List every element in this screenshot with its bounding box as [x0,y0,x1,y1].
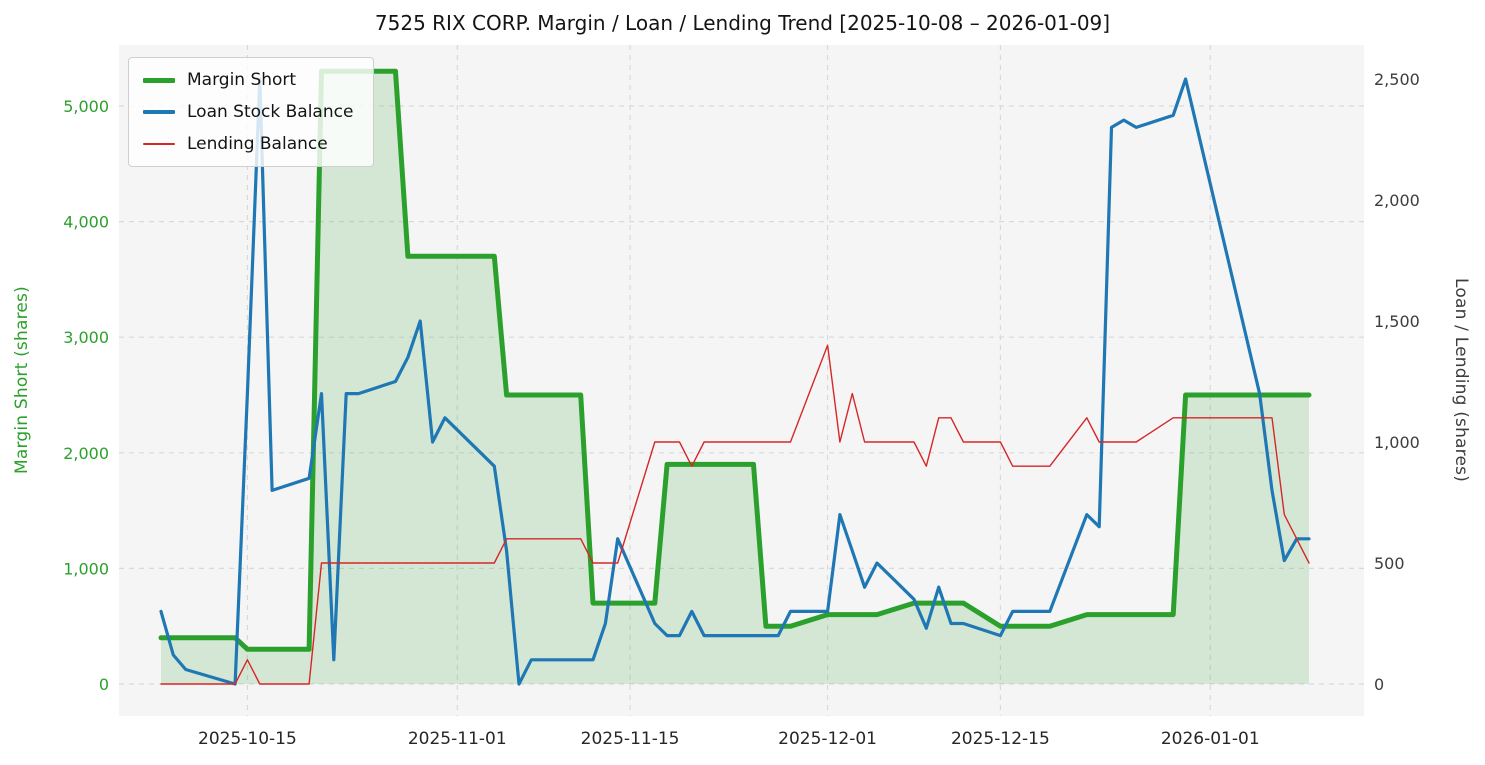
svg-text:1,000: 1,000 [63,559,109,578]
svg-text:2025-11-01: 2025-11-01 [408,729,507,749]
svg-text:2025-10-15: 2025-10-15 [198,729,297,749]
svg-text:1,500: 1,500 [1374,312,1420,331]
svg-text:2,500: 2,500 [1374,70,1420,89]
chart-title: 7525 RIX CORP. Margin / Loan / Lending T… [374,11,1111,35]
right-axis-label: Loan / Lending (shares) [1451,278,1471,483]
svg-text:0: 0 [1374,675,1384,694]
svg-text:2025-12-15: 2025-12-15 [951,729,1050,749]
svg-text:1,000: 1,000 [1374,433,1420,452]
loan-stock-line-swatch-icon [143,110,175,114]
svg-text:2026-01-01: 2026-01-01 [1161,729,1260,749]
lending-line-swatch-icon [143,143,175,145]
legend-item-margin-short: Margin Short [143,70,353,90]
legend-label-margin-short: Margin Short [187,70,297,90]
svg-text:2,000: 2,000 [63,444,109,463]
svg-text:4,000: 4,000 [63,213,109,232]
margin-short-line-swatch-icon [143,77,175,83]
svg-text:5,000: 5,000 [63,97,109,116]
legend-item-lending-balance: Lending Balance [143,134,353,154]
svg-text:2025-12-01: 2025-12-01 [778,729,877,749]
legend: Margin Short Loan Stock Balance Lending … [128,57,375,167]
legend-label-loan-stock-balance: Loan Stock Balance [187,102,354,122]
legend-label-lending-balance: Lending Balance [187,134,328,154]
svg-text:3,000: 3,000 [63,328,109,347]
svg-text:500: 500 [1374,554,1405,573]
svg-text:2025-11-15: 2025-11-15 [581,729,680,749]
svg-text:0: 0 [99,675,109,694]
svg-text:2,000: 2,000 [1374,191,1420,210]
legend-item-loan-stock-balance: Loan Stock Balance [143,102,353,122]
